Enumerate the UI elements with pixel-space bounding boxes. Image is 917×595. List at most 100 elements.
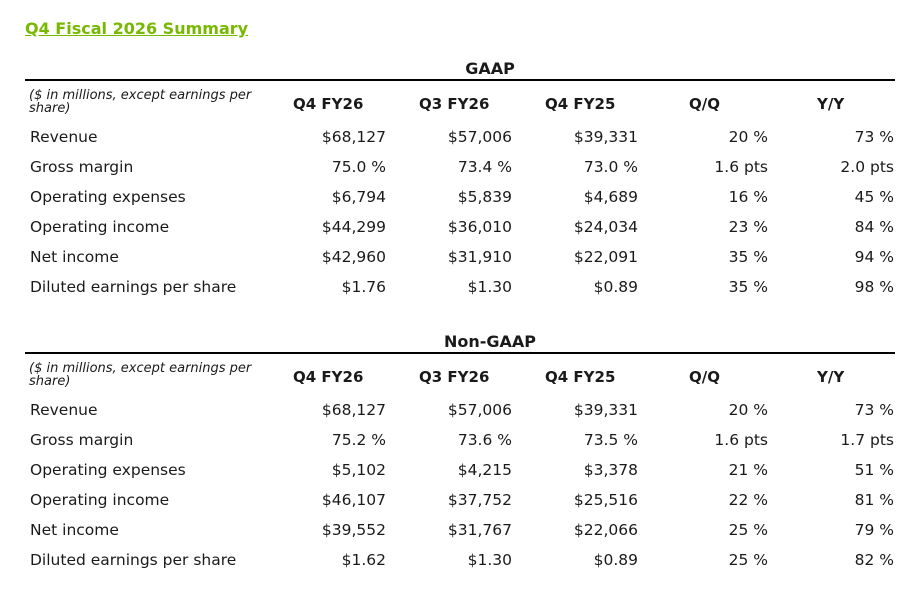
table-row: Operating income $44,299 $36,010 $24,034…	[25, 213, 895, 243]
cell-yy: 2.0 pts	[840, 158, 894, 176]
cell-q4fy25: $22,066	[573, 521, 638, 539]
cell-q4fy26: $1.62	[341, 551, 386, 569]
cell-q4fy26: $1.76	[341, 278, 386, 296]
cell-yy: 51 %	[854, 461, 894, 479]
cell-q4fy25: $22,091	[573, 248, 638, 266]
cell-qq: 25 %	[728, 551, 768, 569]
cell-q4fy25: $0.89	[593, 551, 638, 569]
cell-yy: 1.7 pts	[840, 431, 894, 449]
cell-q4fy25: 73.0 %	[583, 158, 638, 176]
table-row: Diluted earnings per share $1.62 $1.30 $…	[25, 546, 895, 576]
cell-q4fy26: $68,127	[321, 128, 386, 146]
cell-yy: 84 %	[854, 218, 894, 236]
cell-qq: 1.6 pts	[714, 431, 768, 449]
cell-yy: 82 %	[854, 551, 894, 569]
table-row: Gross margin 75.2 % 73.6 % 73.5 % 1.6 pt…	[25, 426, 895, 456]
table-row: Net income $42,960 $31,910 $22,091 35 % …	[25, 243, 895, 273]
cell-q3fy26: 73.6 %	[457, 431, 512, 449]
cell-q4fy25: $39,331	[573, 128, 638, 146]
cell-q4fy26: $42,960	[321, 248, 386, 266]
column-header: Q4 FY26	[293, 95, 364, 113]
cell-yy: 73 %	[854, 401, 894, 419]
row-label: Operating income	[30, 491, 170, 509]
table-row: Gross margin 75.0 % 73.4 % 73.0 % 1.6 pt…	[25, 153, 895, 183]
section-heading: GAAP	[25, 58, 895, 81]
row-label: Operating expenses	[30, 461, 186, 479]
cell-q3fy26: $57,006	[447, 401, 512, 419]
cell-q4fy26: $46,107	[321, 491, 386, 509]
cell-qq: 20 %	[728, 128, 768, 146]
unit-note: ($ in millions, except earnings per shar…	[29, 361, 252, 389]
column-header: Q4 FY25	[545, 95, 616, 113]
cell-q4fy26: $39,552	[321, 521, 386, 539]
table-row: Revenue $68,127 $57,006 $39,331 20 % 73 …	[25, 396, 895, 426]
page-title[interactable]: Q4 Fiscal 2026 Summary	[25, 19, 249, 38]
cell-yy: 81 %	[854, 491, 894, 509]
cell-q3fy26: 73.4 %	[457, 158, 512, 176]
cell-yy: 98 %	[854, 278, 894, 296]
cell-q4fy26: $44,299	[321, 218, 386, 236]
column-header: Q4 FY26	[293, 368, 364, 386]
cell-q4fy25: $4,689	[583, 188, 638, 206]
cell-q4fy25: 73.5 %	[583, 431, 638, 449]
row-label: Operating income	[30, 218, 170, 236]
row-label: Net income	[30, 248, 119, 266]
section-heading: Non-GAAP	[25, 331, 895, 354]
cell-q3fy26: $37,752	[447, 491, 512, 509]
cell-q3fy26: $31,767	[447, 521, 512, 539]
row-label: Diluted earnings per share	[30, 551, 237, 569]
table-row: Operating expenses $5,102 $4,215 $3,378 …	[25, 456, 895, 486]
table-row: Diluted earnings per share $1.76 $1.30 $…	[25, 273, 895, 303]
row-label: Diluted earnings per share	[30, 278, 237, 296]
column-header: Y/Y	[817, 95, 845, 113]
cell-yy: 45 %	[854, 188, 894, 206]
cell-q3fy26: $5,839	[457, 188, 512, 206]
cell-qq: 16 %	[728, 188, 768, 206]
cell-q4fy25: $39,331	[573, 401, 638, 419]
cell-q4fy25: $0.89	[593, 278, 638, 296]
cell-q4fy25: $25,516	[573, 491, 638, 509]
cell-qq: 20 %	[728, 401, 768, 419]
row-label: Revenue	[30, 401, 98, 419]
column-header: Q4 FY25	[545, 368, 616, 386]
table-row: Operating expenses $6,794 $5,839 $4,689 …	[25, 183, 895, 213]
cell-q4fy26: $68,127	[321, 401, 386, 419]
nongaap-section: Non-GAAP ($ in millions, except earnings…	[25, 331, 895, 576]
column-header-row: ($ in millions, except earnings per shar…	[25, 81, 895, 123]
nongaap-rows: Revenue $68,127 $57,006 $39,331 20 % 73 …	[25, 396, 895, 576]
cell-qq: 25 %	[728, 521, 768, 539]
cell-q3fy26: $4,215	[457, 461, 512, 479]
column-header-row: ($ in millions, except earnings per shar…	[25, 354, 895, 396]
cell-qq: 23 %	[728, 218, 768, 236]
row-label: Gross margin	[30, 158, 134, 176]
column-header: Q/Q	[689, 368, 720, 386]
table-row: Revenue $68,127 $57,006 $39,331 20 % 73 …	[25, 123, 895, 153]
column-header: Q/Q	[689, 95, 720, 113]
cell-q4fy26: 75.0 %	[331, 158, 386, 176]
cell-q3fy26: $57,006	[447, 128, 512, 146]
unit-note: ($ in millions, except earnings per shar…	[29, 88, 252, 116]
cell-qq: 22 %	[728, 491, 768, 509]
cell-q3fy26: $36,010	[447, 218, 512, 236]
cell-q4fy26: $6,794	[331, 188, 386, 206]
row-label: Operating expenses	[30, 188, 186, 206]
cell-qq: 1.6 pts	[714, 158, 768, 176]
row-label: Revenue	[30, 128, 98, 146]
cell-qq: 35 %	[728, 278, 768, 296]
cell-q4fy25: $3,378	[583, 461, 638, 479]
table-row: Operating income $46,107 $37,752 $25,516…	[25, 486, 895, 516]
cell-q4fy26: 75.2 %	[331, 431, 386, 449]
cell-yy: 73 %	[854, 128, 894, 146]
gaap-rows: Revenue $68,127 $57,006 $39,331 20 % 73 …	[25, 123, 895, 303]
table-row: Net income $39,552 $31,767 $22,066 25 % …	[25, 516, 895, 546]
column-header: Q3 FY26	[419, 95, 490, 113]
row-label: Net income	[30, 521, 119, 539]
cell-yy: 79 %	[854, 521, 894, 539]
cell-q3fy26: $31,910	[447, 248, 512, 266]
cell-q3fy26: $1.30	[467, 278, 512, 296]
cell-q4fy25: $24,034	[573, 218, 638, 236]
cell-qq: 35 %	[728, 248, 768, 266]
column-header: Y/Y	[817, 368, 845, 386]
cell-yy: 94 %	[854, 248, 894, 266]
cell-q4fy26: $5,102	[331, 461, 386, 479]
